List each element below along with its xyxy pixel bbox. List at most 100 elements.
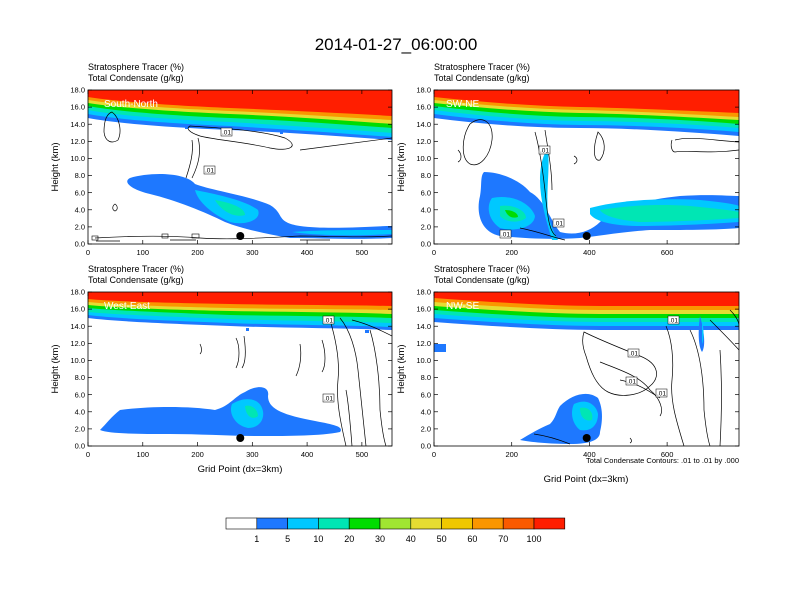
y-tick-label: 18.0 xyxy=(416,86,431,95)
location-marker xyxy=(236,434,245,442)
x-tick-label: 300 xyxy=(246,450,259,459)
left-string-condensate: Total Condensate (g/kg) xyxy=(88,73,184,83)
y-tick-label: 6.0 xyxy=(421,188,431,197)
panel-sw-ne: Stratosphere Tracer (%) Total Condensate… xyxy=(396,62,740,257)
location-marker xyxy=(582,232,591,240)
x-tick-label: 0 xyxy=(86,248,90,257)
y-tick-label: 0.0 xyxy=(421,240,431,249)
y-tick-label: 6.0 xyxy=(421,390,431,399)
contour-label: .01 xyxy=(627,379,636,386)
colorbar-box xyxy=(318,517,350,530)
y-tick-label: 16.0 xyxy=(416,103,431,112)
contour-label: .01 xyxy=(324,318,333,325)
x-tick-label: 500 xyxy=(356,450,369,459)
x-axis-label: Grid Point (dx=3km) xyxy=(544,474,629,485)
y-axis-label: Height (km) xyxy=(50,344,61,393)
x-tick-label: 300 xyxy=(246,248,259,257)
y-tick-label: 10.0 xyxy=(70,154,85,163)
panel-west-east: Stratosphere Tracer (%) Total Condensate… xyxy=(50,264,393,475)
colorbar-box xyxy=(533,517,566,530)
left-string-condensate: Total Condensate (g/kg) xyxy=(88,275,184,285)
panel-label: NW-SE xyxy=(446,301,479,312)
colorbar-label: 5 xyxy=(285,534,290,544)
contour-label: .01 xyxy=(540,148,549,155)
x-tick-label: 100 xyxy=(137,450,150,459)
x-tick-label: 200 xyxy=(505,248,518,257)
x-tick-label: 200 xyxy=(191,248,204,257)
colorbar-box xyxy=(225,517,258,530)
x-tick-label: 0 xyxy=(86,450,90,459)
y-tick-label: 14.0 xyxy=(416,120,431,129)
y-tick-label: 2.0 xyxy=(75,424,85,433)
location-marker xyxy=(236,232,245,240)
colorbar-box xyxy=(441,517,473,530)
plot-frame xyxy=(87,291,393,447)
x-axis-label: Grid Point (dx=3km) xyxy=(198,464,283,475)
y-tick-label: 12.0 xyxy=(70,137,85,146)
field-fill: .01 .01 xyxy=(88,90,392,244)
x-tick-label: 400 xyxy=(583,450,596,459)
contour-label: .01 xyxy=(657,391,666,398)
y-tick-label: 8.0 xyxy=(421,373,431,382)
y-tick-label: 12.0 xyxy=(70,339,85,348)
y-tick-label: 16.0 xyxy=(70,103,85,112)
contour-note: Total Condensate Contours: .01 to .01 by… xyxy=(586,456,739,465)
contour-label: .01 xyxy=(324,396,333,403)
colorbar-label: 50 xyxy=(437,534,447,544)
axes: 0 200 400 600 0.0 2.0 4.0 6.0 8.0 10.0 12.0 14.0 16.… xyxy=(396,288,739,459)
x-tick-label: 600 xyxy=(661,248,674,257)
y-tick-label: 8.0 xyxy=(75,373,85,382)
y-tick-label: 2.0 xyxy=(421,222,431,231)
x-tick-label: 400 xyxy=(583,248,596,257)
contour-label: .01 xyxy=(222,130,231,137)
colorbar-box xyxy=(379,517,412,530)
colorbar-label: 20 xyxy=(344,534,354,544)
colorbar-box xyxy=(472,517,504,530)
x-tick-label: 400 xyxy=(301,248,314,257)
y-tick-label: 10.0 xyxy=(416,154,431,163)
left-string-tracer: Stratosphere Tracer (%) xyxy=(88,62,184,72)
plot-frame xyxy=(433,291,740,447)
y-tick-label: 2.0 xyxy=(421,424,431,433)
plot-frame xyxy=(433,89,740,245)
location-marker xyxy=(582,434,591,442)
field-fill: .01 .01 .01 xyxy=(434,90,739,244)
y-axis-label: Height (km) xyxy=(396,142,407,191)
y-tick-label: 14.0 xyxy=(70,120,85,129)
y-tick-label: 12.0 xyxy=(416,137,431,146)
panel-south-north: Stratosphere Tracer (%) Total Condensate… xyxy=(50,62,393,257)
colorbar-label: 40 xyxy=(406,534,416,544)
colorbar-label: 30 xyxy=(375,534,385,544)
figure-title: 2014-01-27_06:00:00 xyxy=(315,35,478,54)
colorbar-box xyxy=(410,517,442,530)
colorbar-label: 1 xyxy=(254,534,259,544)
y-tick-label: 10.0 xyxy=(70,356,85,365)
contour-label: .01 xyxy=(501,232,510,239)
panel-label: South-North xyxy=(104,99,158,110)
panel-nw-se: Stratosphere Tracer (%) Total Condensate… xyxy=(396,264,740,485)
contour-label: .01 xyxy=(669,318,678,325)
y-tick-label: 18.0 xyxy=(70,86,85,95)
y-tick-label: 2.0 xyxy=(75,222,85,231)
colorbar-box xyxy=(256,517,288,530)
y-tick-label: 16.0 xyxy=(416,305,431,314)
y-tick-label: 0.0 xyxy=(75,442,85,451)
x-tick-label: 500 xyxy=(356,248,369,257)
y-tick-label: 8.0 xyxy=(421,171,431,180)
left-string-tracer: Stratosphere Tracer (%) xyxy=(434,62,530,72)
y-axis-label: Height (km) xyxy=(50,142,61,191)
y-tick-label: 8.0 xyxy=(75,171,85,180)
x-tick-label: 200 xyxy=(191,450,204,459)
y-tick-label: 4.0 xyxy=(421,407,431,416)
x-tick-label: 200 xyxy=(505,450,518,459)
colorbar-box xyxy=(502,517,535,530)
y-tick-label: 4.0 xyxy=(421,205,431,214)
y-tick-label: 18.0 xyxy=(416,288,431,297)
colorbar-box xyxy=(348,517,381,530)
left-string-condensate: Total Condensate (g/kg) xyxy=(434,275,530,285)
colorbar: 1 5 10 20 30 40 50 60 70 100 xyxy=(225,517,566,544)
colorbar-label: 60 xyxy=(467,534,477,544)
x-tick-label: 100 xyxy=(137,248,150,257)
panel-label: SW-NE xyxy=(446,99,479,110)
y-tick-label: 4.0 xyxy=(75,205,85,214)
